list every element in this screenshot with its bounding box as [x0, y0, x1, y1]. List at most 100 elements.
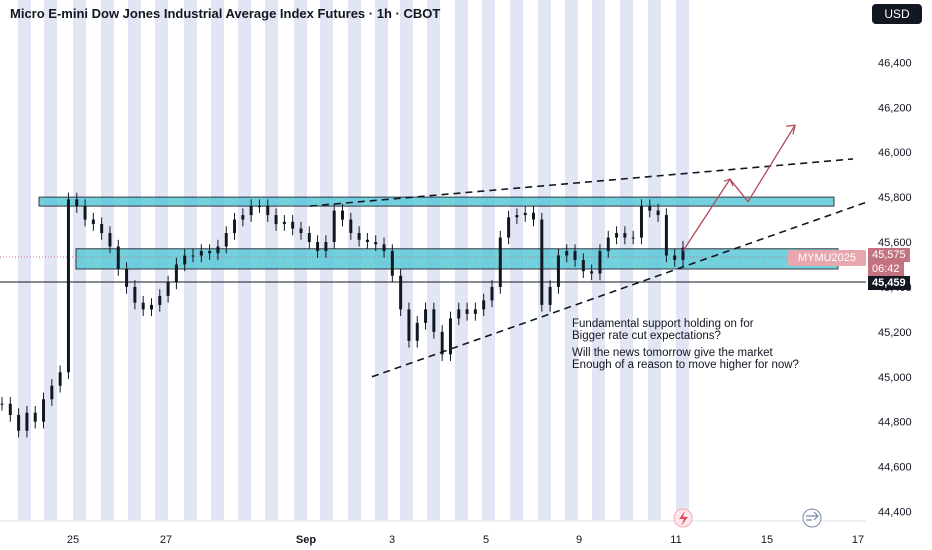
price-candle — [299, 228, 303, 234]
price-candle — [490, 286, 494, 301]
price-candle — [440, 331, 444, 355]
projection-path — [682, 124, 796, 252]
price-candle — [448, 318, 452, 355]
price-candle — [631, 237, 635, 239]
price-candle — [357, 233, 361, 240]
price-candle — [149, 304, 153, 310]
lower-trendline — [371, 200, 869, 378]
price-candle — [390, 251, 394, 276]
price-candle — [374, 242, 378, 245]
x-tick-label: 3 — [389, 534, 395, 546]
session-band — [44, 0, 57, 520]
price-candle — [100, 224, 104, 234]
price-candle — [623, 233, 627, 238]
price-candle — [307, 233, 311, 243]
price-candle — [0, 403, 4, 405]
x-tick-label: 9 — [576, 534, 582, 546]
price-candle — [598, 251, 602, 274]
price-candle — [233, 219, 237, 234]
projection-mid-arrowhead — [723, 178, 734, 187]
price-candle — [382, 244, 386, 252]
price-candle — [465, 309, 469, 314]
price-candle — [191, 255, 195, 257]
price-candle — [75, 199, 79, 207]
price-candle — [639, 206, 643, 238]
y-tick-label: 44,600 — [878, 462, 912, 474]
price-candle — [316, 242, 320, 252]
price-candle — [565, 251, 569, 256]
price-candle — [573, 251, 577, 260]
price-candle — [515, 215, 519, 218]
last-price-tag: 45,575 — [868, 248, 910, 262]
price-candle — [590, 271, 594, 274]
price-candle — [341, 210, 344, 220]
y-tick-label: 44,800 — [878, 417, 912, 429]
price-candle — [8, 403, 12, 415]
price-candle — [108, 233, 112, 247]
price-candle — [199, 251, 203, 256]
price-candle — [523, 212, 527, 216]
annotation-line-3: Will the news tomorrow give the market — [572, 347, 773, 359]
price-candle — [432, 309, 436, 332]
price-candle — [83, 206, 87, 220]
price-candle — [241, 215, 245, 220]
price-candle — [673, 255, 677, 260]
price-candle — [42, 399, 46, 422]
price-candle — [457, 309, 461, 319]
price-candle — [166, 282, 170, 296]
price-candle — [473, 309, 477, 314]
x-tick-label: 17 — [852, 534, 864, 546]
price-candle — [33, 412, 37, 422]
price-candle — [507, 217, 511, 238]
price-candle — [291, 221, 295, 229]
price-candle — [125, 268, 129, 287]
x-tick-label: 5 — [483, 534, 489, 546]
x-tick-label: 11 — [670, 534, 681, 546]
price-candle — [349, 219, 353, 234]
session-band — [18, 0, 31, 520]
price-candle — [424, 309, 428, 323]
price-candle — [681, 247, 685, 260]
price-candle — [656, 210, 660, 216]
price-candle — [158, 295, 162, 305]
price-candle — [274, 215, 278, 225]
upper-trendline — [309, 158, 854, 207]
y-tick-label: 45,200 — [878, 327, 912, 339]
price-candle — [116, 246, 120, 269]
price-candle — [415, 322, 419, 341]
price-candle — [606, 237, 610, 252]
time-axis-bg — [0, 520, 932, 550]
price-candle — [365, 239, 369, 243]
y-tick-label: 45,000 — [878, 372, 912, 384]
y-tick-label: 46,200 — [878, 102, 912, 114]
price-candle — [581, 260, 585, 272]
price-candle — [133, 286, 137, 303]
annotation-line-2: Bigger rate cut expectations? — [572, 330, 721, 342]
price-candle — [183, 255, 187, 265]
x-tick-label: 27 — [160, 534, 172, 546]
price-candle — [482, 300, 486, 310]
price-candle — [174, 264, 178, 283]
price-candle — [91, 219, 95, 225]
y-tick-label: 45,600 — [878, 237, 912, 249]
price-candle — [141, 302, 145, 310]
price-candle — [648, 206, 652, 211]
x-tick-label: 15 — [761, 534, 773, 546]
price-candle — [58, 372, 62, 386]
replay-icon — [802, 508, 822, 528]
y-tick-label: 44,400 — [878, 507, 912, 519]
replay-icon-glyph — [806, 511, 819, 521]
price-candle — [532, 212, 536, 220]
flash-icon — [673, 508, 693, 528]
price-candle — [407, 309, 411, 341]
price-candle — [399, 275, 403, 310]
support-resistance-zone — [38, 196, 835, 207]
price-candle — [266, 206, 270, 216]
countdown-tag: 06:42 — [868, 262, 904, 276]
price-candle — [208, 251, 212, 254]
currency-button[interactable]: USD — [872, 4, 922, 24]
chart-title: Micro E-mini Dow Jones Industrial Averag… — [10, 6, 441, 21]
projection-arrowhead — [785, 124, 796, 135]
